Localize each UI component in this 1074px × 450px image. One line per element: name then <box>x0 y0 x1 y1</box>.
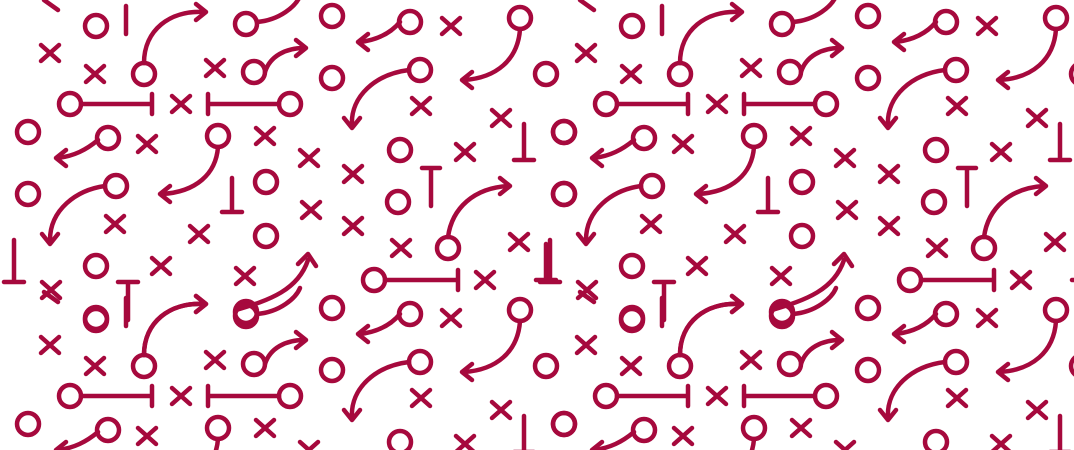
pattern-tile-2 <box>540 0 1074 355</box>
pattern-tile-4 <box>540 288 1074 450</box>
